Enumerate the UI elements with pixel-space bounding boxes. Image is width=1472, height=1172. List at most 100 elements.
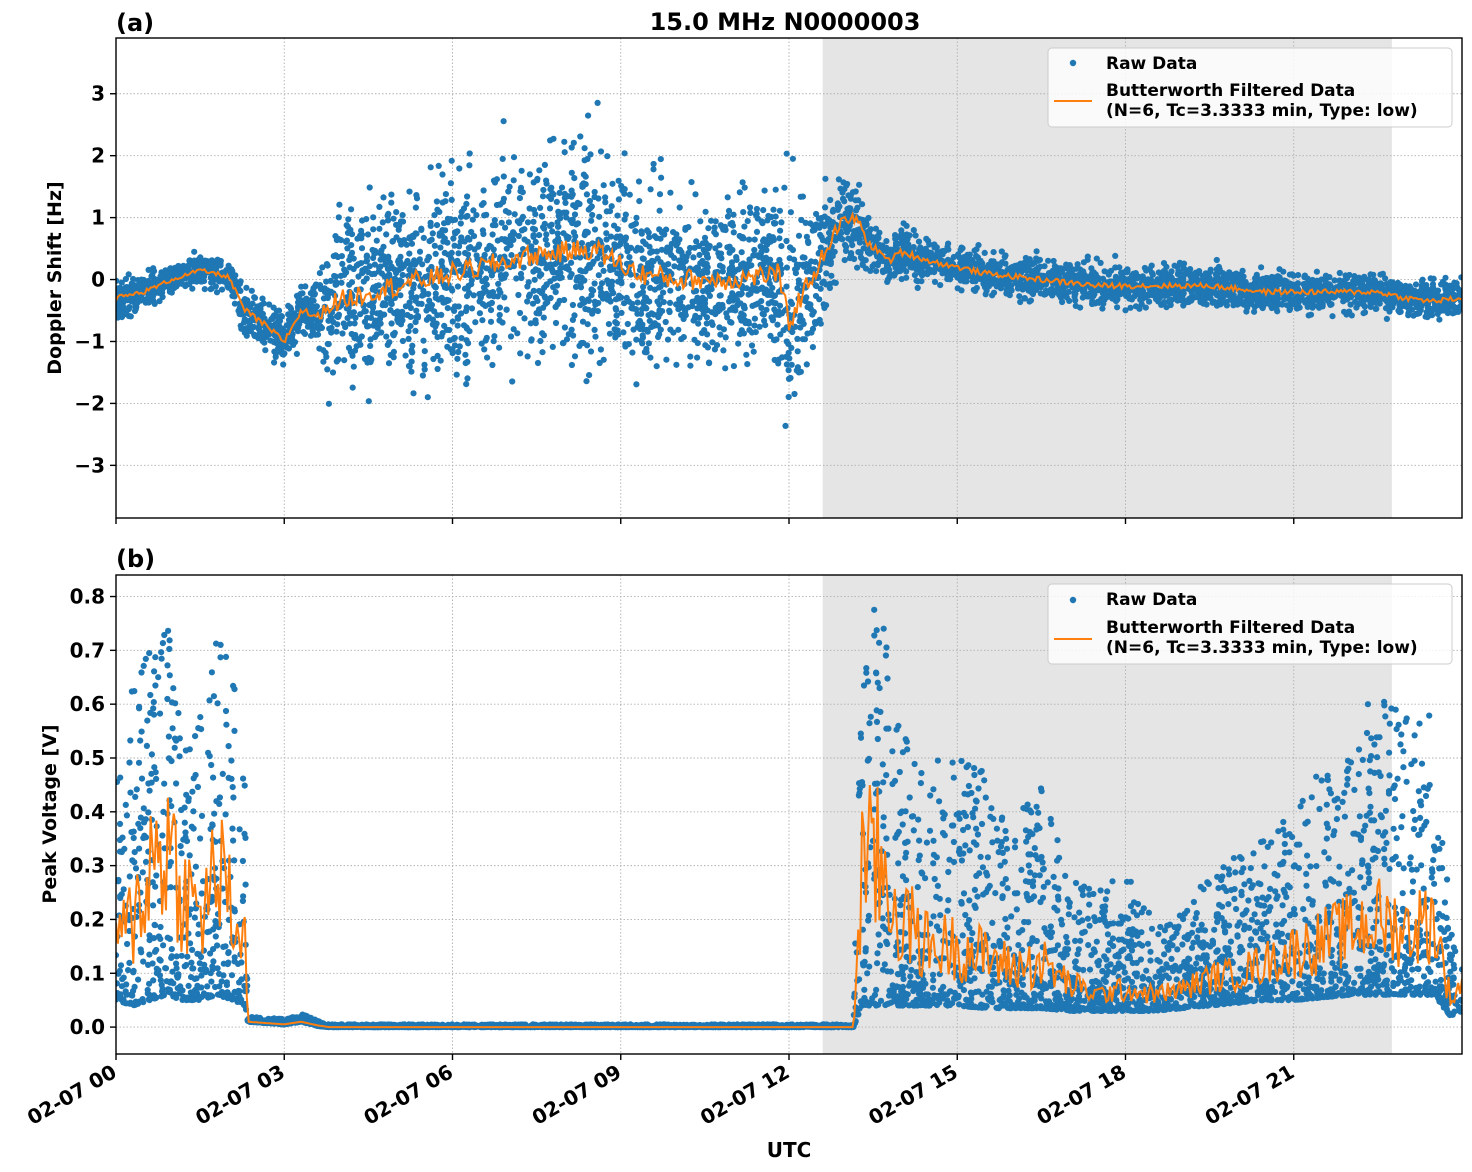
- raw-point: [760, 255, 767, 263]
- raw-point: [1314, 302, 1322, 309]
- raw-point: [572, 253, 579, 260]
- raw-point: [656, 310, 664, 317]
- raw-point: [496, 304, 503, 311]
- raw-point: [562, 199, 569, 206]
- raw-point: [1164, 290, 1171, 297]
- raw-point: [553, 198, 560, 205]
- raw-point: [328, 329, 335, 336]
- raw-point: [1336, 269, 1343, 277]
- raw-point: [425, 314, 432, 321]
- raw-point: [116, 308, 120, 315]
- raw-point: [510, 154, 518, 161]
- raw-point: [426, 238, 433, 245]
- raw-point: [660, 289, 667, 296]
- raw-point: [463, 200, 470, 207]
- raw-point: [1093, 255, 1100, 262]
- raw-point: [293, 350, 300, 357]
- raw-point: [458, 234, 465, 241]
- raw-point: [621, 150, 628, 157]
- raw-point: [589, 260, 596, 267]
- raw-point: [1223, 302, 1230, 309]
- raw-point: [752, 211, 760, 219]
- raw-point: [524, 219, 532, 226]
- raw-point: [1135, 274, 1142, 281]
- raw-point: [470, 292, 477, 299]
- raw-point: [1127, 304, 1134, 311]
- raw-point: [776, 207, 784, 214]
- raw-point: [1340, 298, 1347, 305]
- raw-point: [741, 223, 748, 230]
- raw-point: [588, 217, 595, 224]
- raw-point: [782, 422, 789, 429]
- raw-point: [1283, 284, 1290, 291]
- raw-point: [791, 256, 798, 263]
- raw-point: [1367, 284, 1374, 291]
- raw-point: [561, 190, 568, 197]
- raw-point: [1442, 274, 1449, 281]
- raw-point: [448, 249, 455, 256]
- raw-point: [413, 195, 421, 202]
- raw-point: [231, 293, 238, 300]
- raw-point: [1059, 298, 1066, 306]
- raw-point: [618, 238, 625, 245]
- raw-point: [602, 221, 609, 228]
- raw-point: [1237, 281, 1244, 288]
- raw-point: [1207, 268, 1214, 275]
- raw-point: [690, 254, 697, 261]
- raw-point: [620, 329, 627, 336]
- raw-point: [775, 360, 782, 367]
- raw-point: [634, 292, 641, 299]
- raw-point: [823, 270, 830, 277]
- raw-point: [1180, 276, 1187, 283]
- raw-point: [433, 222, 441, 229]
- raw-point: [383, 231, 390, 238]
- raw-point: [650, 166, 657, 173]
- raw-point: [159, 285, 166, 292]
- raw-point: [465, 244, 472, 252]
- raw-point: [260, 332, 268, 339]
- raw-point: [841, 257, 848, 264]
- raw-point: [730, 229, 737, 236]
- raw-point: [769, 317, 776, 324]
- raw-point: [384, 217, 392, 224]
- raw-point: [456, 343, 463, 350]
- raw-point: [794, 335, 801, 342]
- raw-point: [386, 339, 393, 346]
- raw-point: [457, 213, 465, 220]
- raw-point: [865, 214, 872, 222]
- raw-point: [476, 298, 483, 305]
- raw-point: [419, 372, 426, 379]
- raw-point: [487, 243, 494, 250]
- raw-point: [687, 353, 694, 360]
- raw-point: [629, 282, 636, 289]
- raw-point: [231, 300, 238, 307]
- raw-point: [195, 274, 202, 281]
- raw-point: [671, 236, 678, 243]
- raw-point: [1349, 283, 1356, 290]
- raw-point: [403, 241, 410, 248]
- raw-point: [758, 304, 765, 311]
- raw-point: [629, 349, 636, 356]
- raw-point: [556, 275, 563, 282]
- raw-point: [1190, 271, 1197, 278]
- raw-point: [1254, 298, 1261, 305]
- raw-point: [813, 210, 820, 218]
- raw-point: [832, 279, 839, 286]
- raw-point: [159, 293, 166, 301]
- raw-point: [546, 205, 554, 212]
- raw-point: [772, 220, 779, 227]
- raw-point: [447, 180, 454, 187]
- raw-point: [1327, 301, 1334, 308]
- raw-point: [789, 155, 797, 162]
- raw-point: [539, 193, 547, 200]
- raw-point: [419, 261, 426, 268]
- raw-point: [585, 206, 592, 213]
- raw-point: [924, 271, 931, 278]
- raw-point: [640, 283, 647, 290]
- raw-point: [602, 199, 609, 206]
- raw-point: [1174, 297, 1181, 304]
- raw-point: [358, 227, 365, 234]
- raw-point: [1142, 304, 1149, 311]
- raw-point: [621, 186, 628, 193]
- raw-point: [696, 296, 703, 304]
